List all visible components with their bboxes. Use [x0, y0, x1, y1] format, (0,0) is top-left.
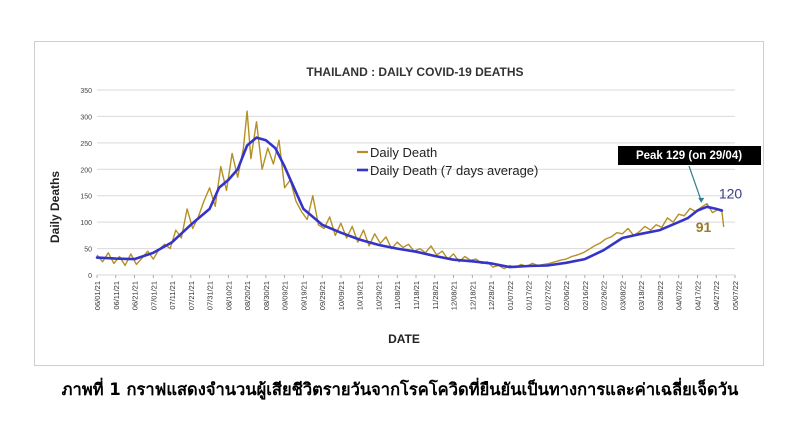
- chart-title: THAILAND : DAILY COVID-19 DEATHS: [306, 65, 523, 79]
- latest-average-label: 120: [719, 186, 743, 202]
- x-tick-label: 09/09/21: [281, 281, 290, 310]
- x-tick-label: 01/17/22: [525, 281, 534, 310]
- chart-frame: THAILAND : DAILY COVID-19 DEATHS Daily D…: [34, 41, 764, 366]
- x-tick-label: 08/20/21: [243, 281, 252, 310]
- legend-label-daily-death: Daily Death: [370, 145, 437, 160]
- peak-callout-text: Peak 129 (on 29/04): [636, 150, 742, 162]
- x-tick-label: 11/28/21: [431, 281, 440, 310]
- x-tick-label: 09/29/21: [318, 281, 327, 310]
- x-tick-label: 07/01/21: [149, 281, 158, 310]
- series-line-daily-death: [96, 110, 725, 270]
- x-tick-label: 07/21/21: [187, 281, 196, 310]
- annotations: Peak 129 (on 29/04) 120 91: [618, 146, 761, 235]
- x-axis-label: DATE: [388, 332, 420, 346]
- x-tick-label: 01/27/22: [543, 281, 552, 310]
- y-tick-label: 300: [80, 114, 92, 121]
- y-tick-labels: 0 50 100 150 200 250 300 350: [80, 88, 92, 280]
- x-tick-label: 03/28/22: [656, 281, 665, 310]
- x-tick-label: 02/16/22: [581, 281, 590, 310]
- legend-label-7-day-average: Daily Death (7 days average): [370, 163, 538, 178]
- figure-caption: ภาพที่ 1 กราฟแสดงจำนวนผู้เสียชีวิตรายวัน…: [61, 380, 739, 399]
- x-tick-label: 10/19/21: [356, 281, 365, 310]
- x-tick-label: 08/10/21: [224, 281, 233, 310]
- x-tick-label: 07/31/21: [206, 281, 215, 310]
- x-tick-label: 12/18/21: [468, 281, 477, 310]
- x-tick-label: 09/19/21: [299, 281, 308, 310]
- x-tick-label: 01/07/22: [506, 281, 515, 310]
- y-tick-label: 50: [84, 247, 92, 254]
- y-tick-label: 100: [80, 220, 92, 227]
- x-tick-label: 07/11/21: [168, 281, 177, 310]
- x-tick-label: 11/18/21: [412, 281, 421, 310]
- x-tick-label: 12/08/21: [450, 281, 459, 310]
- y-tick-label: 250: [80, 141, 92, 148]
- x-tick-label: 11/08/21: [393, 281, 402, 310]
- x-tick-label: 10/09/21: [337, 281, 346, 310]
- series-line-7-day-average: [95, 136, 724, 269]
- latest-daily-label: 91: [696, 219, 712, 235]
- peak-callout-arrow: [688, 165, 702, 202]
- x-tick-label: 06/01/21: [93, 281, 102, 310]
- x-tick-label: 04/17/22: [693, 281, 702, 310]
- y-tick-label: 350: [80, 88, 92, 95]
- legend: Daily Death Daily Death (7 days average): [357, 145, 538, 178]
- peak-callout-box: [618, 146, 761, 165]
- x-tick-label: 06/21/21: [131, 281, 140, 310]
- y-tick-label: 150: [80, 194, 92, 201]
- y-tick-label: 200: [80, 167, 92, 174]
- series-lines: [95, 110, 725, 270]
- x-tick-label: 04/27/22: [712, 281, 721, 310]
- x-tick-label: 05/07/22: [731, 281, 740, 310]
- x-tick-label: 10/29/21: [374, 281, 383, 310]
- x-tick-label: 03/18/22: [637, 281, 646, 310]
- x-tick-labels: 06/01/21 06/11/21 06/21/21 07/01/21 07/11/21…: [93, 281, 740, 310]
- x-tick-label: 08/30/21: [262, 281, 271, 310]
- x-tick-label: 02/26/22: [600, 281, 609, 310]
- x-tick-label: 06/11/21: [112, 281, 121, 310]
- x-tick-label: 02/06/22: [562, 281, 571, 310]
- x-tick-label: 03/08/22: [618, 281, 627, 310]
- x-tick-label: 12/28/21: [487, 281, 496, 310]
- x-tick-label: 04/07/22: [675, 281, 684, 310]
- chart: THAILAND : DAILY COVID-19 DEATHS Daily D…: [48, 65, 761, 346]
- y-tick-label: 0: [88, 273, 92, 280]
- y-axis-label: Daily Deaths: [48, 171, 62, 243]
- gridlines: [96, 89, 736, 278]
- peak-callout-arrowhead: [698, 197, 705, 203]
